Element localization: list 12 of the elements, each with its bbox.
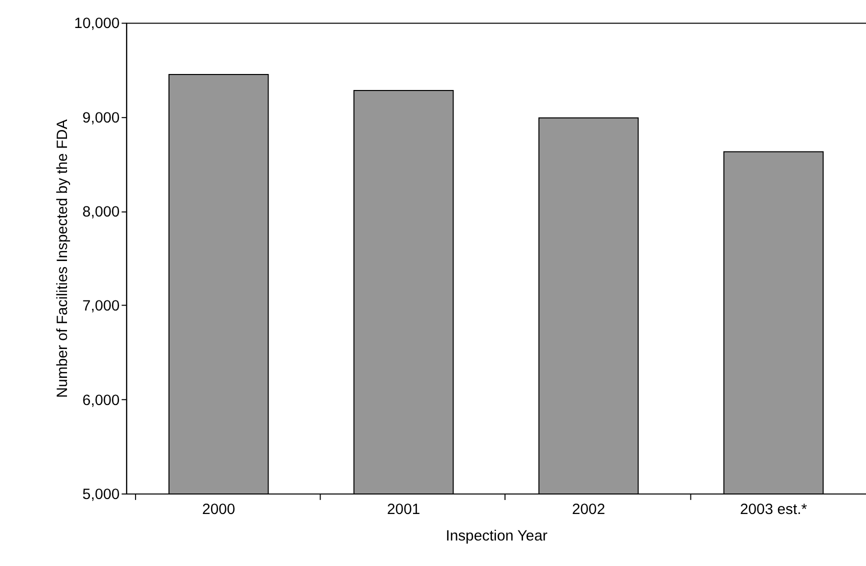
y-tick-label: 8,000 [82, 204, 120, 221]
y-tick-label: 6,000 [82, 392, 120, 409]
y-tick-label: 7,000 [82, 298, 120, 315]
y-axis-title: Number of Facilities Inspected by the FDA [55, 119, 72, 398]
x-tick-label: 2003 est.* [740, 502, 808, 518]
x-tick-label: 2001 [387, 502, 420, 518]
y-tick-label: 9,000 [82, 110, 120, 126]
x-tick-label: 2002 [572, 502, 606, 518]
y-tick-label: 10,000 [74, 16, 120, 32]
y-tick-label: 5,000 [82, 486, 120, 503]
x-axis-title: Inspection Year [446, 528, 548, 545]
x-tick-label: 2000 [202, 502, 236, 518]
